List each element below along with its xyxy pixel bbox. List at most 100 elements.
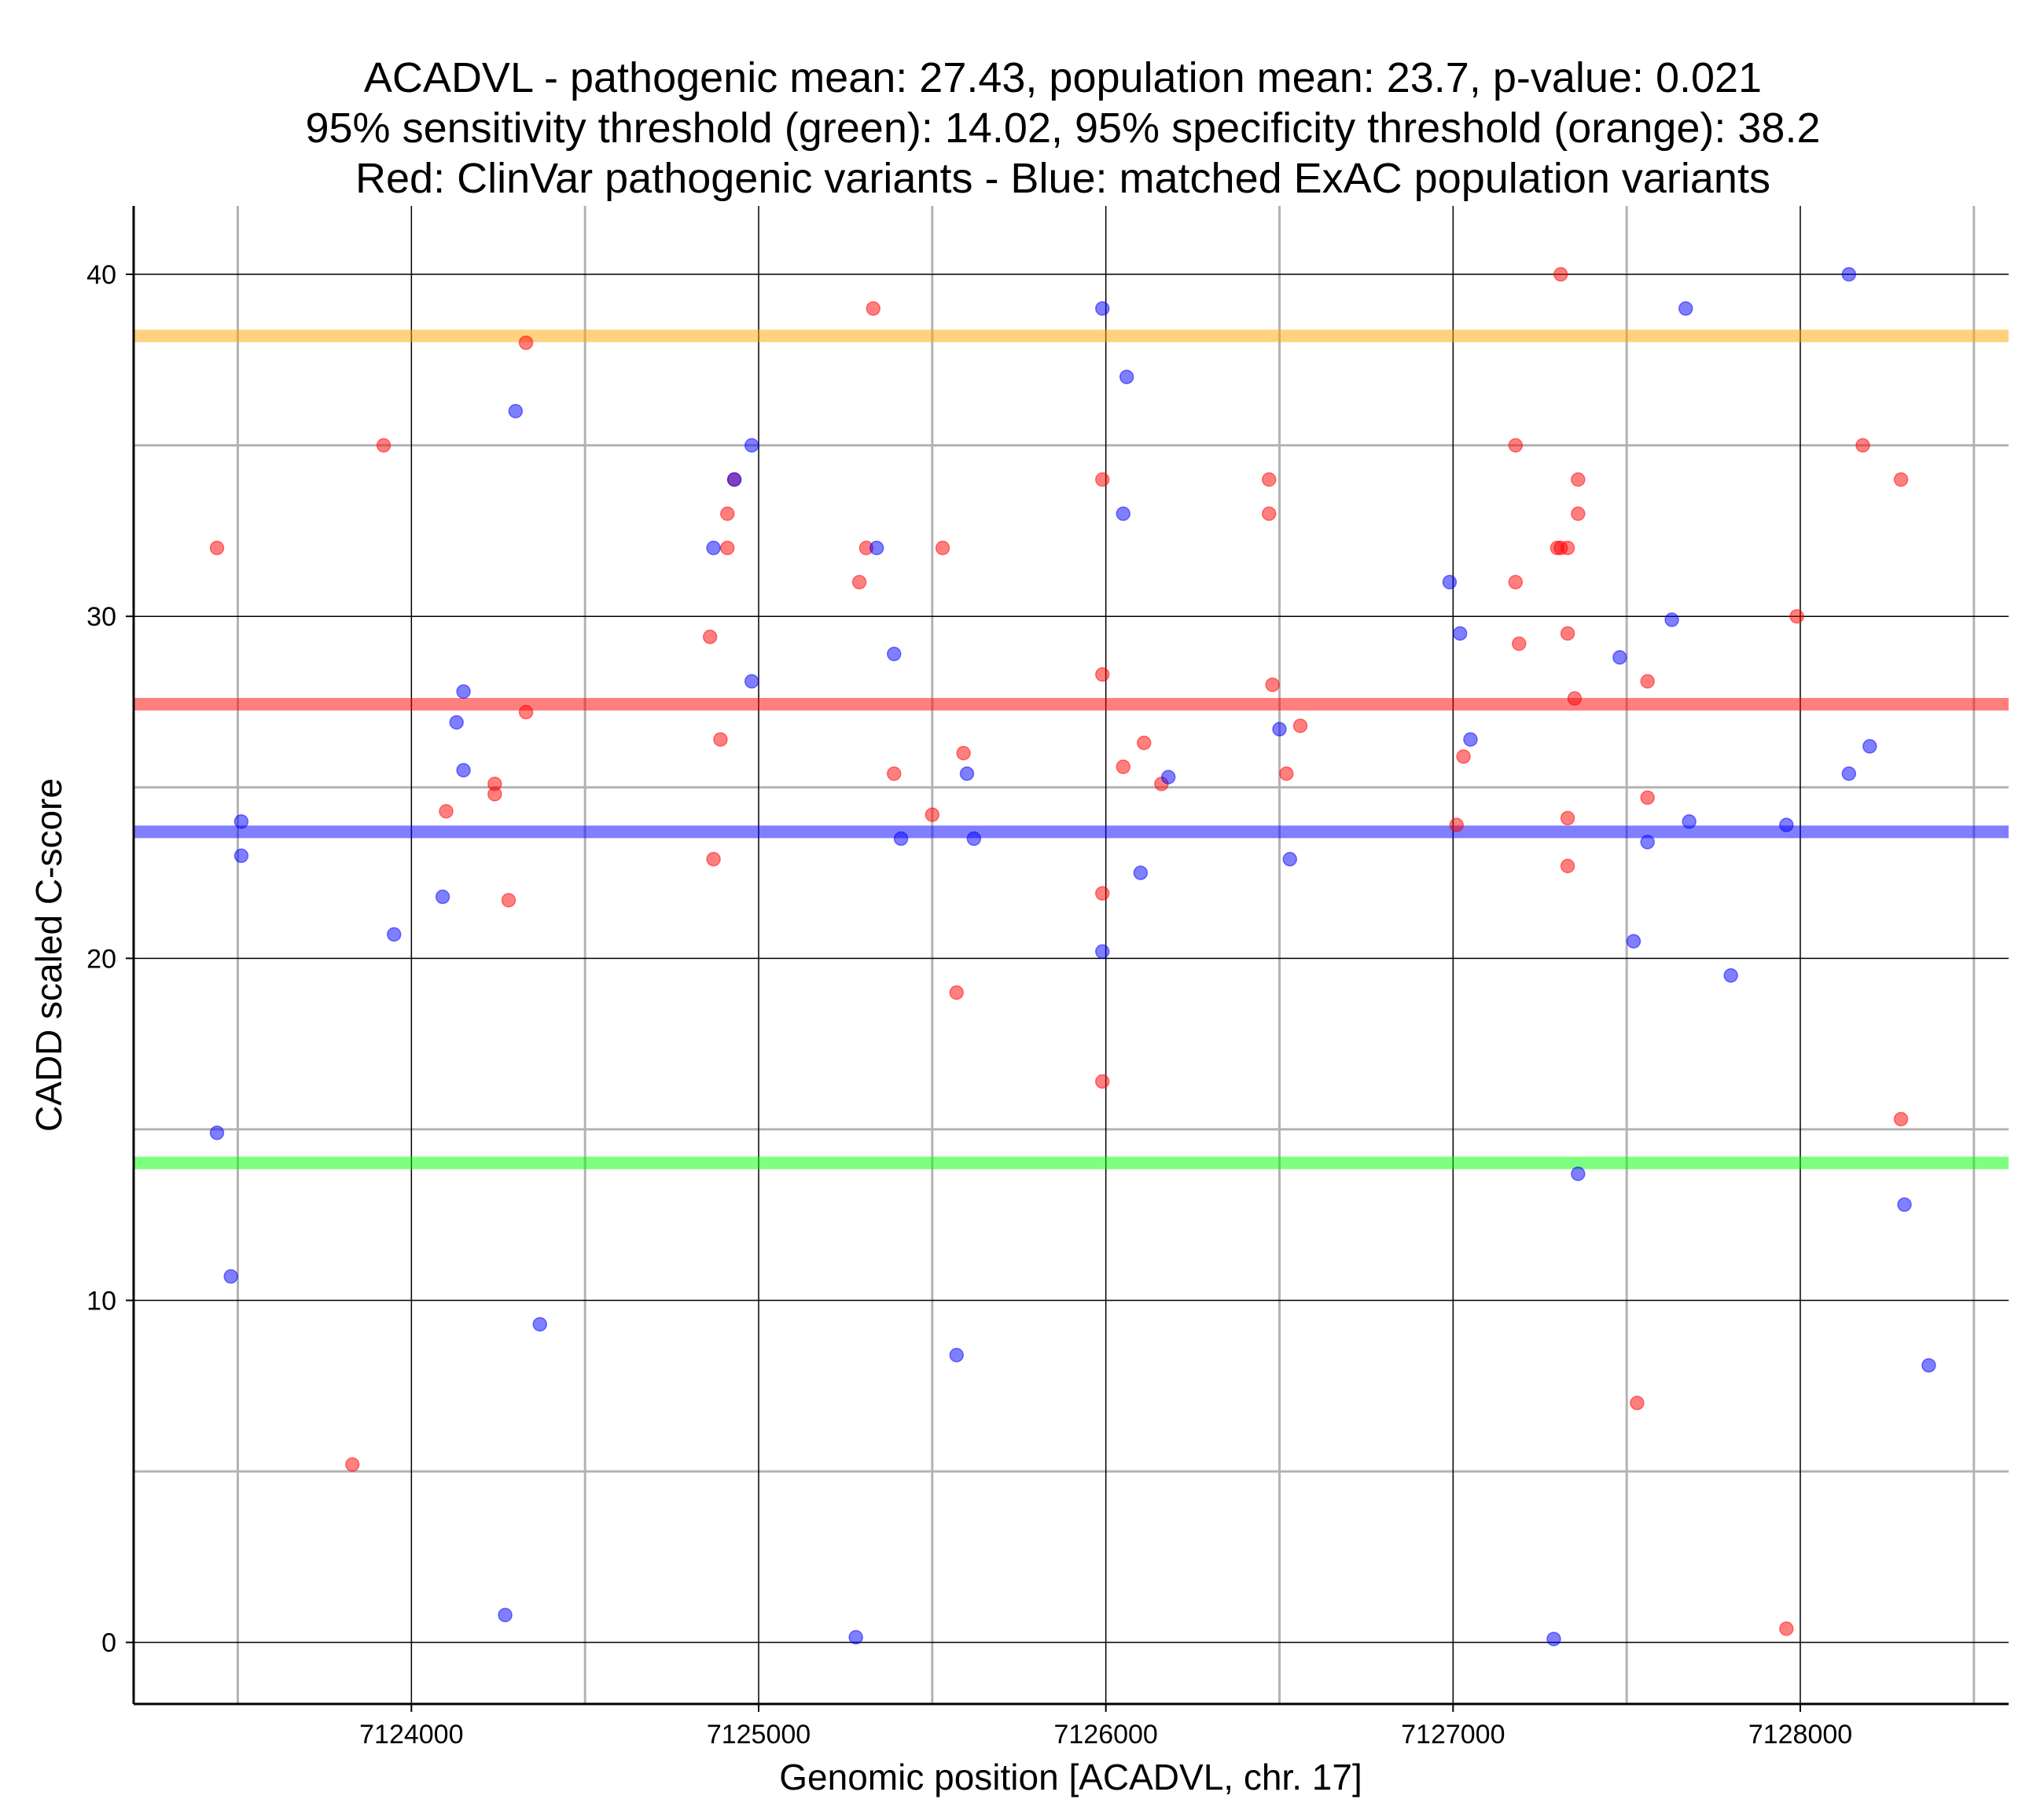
clinvar-pathogenic-point — [345, 1457, 360, 1472]
x-axis-label: Genomic position [ACADVL, chr. 17] — [779, 1757, 1362, 1797]
clinvar-pathogenic-point — [1262, 506, 1277, 521]
clinvar-pathogenic-point — [1789, 608, 1804, 624]
clinvar-pathogenic-point — [1095, 1074, 1110, 1089]
clinvar-pathogenic-point — [1567, 691, 1583, 706]
exac-population-point — [1160, 769, 1176, 784]
clinvar-pathogenic-point — [1560, 540, 1575, 556]
exac-population-point — [233, 848, 249, 864]
exac-population-point — [959, 766, 975, 781]
clinvar-pathogenic-point — [1560, 858, 1575, 874]
clinvar-pathogenic-point — [1855, 438, 1870, 453]
exac-population-point — [1612, 650, 1627, 665]
clinvar-pathogenic-point — [1893, 1111, 1909, 1127]
y-axis-label: CADD scaled C-score — [28, 778, 69, 1132]
exac-population-point — [456, 762, 471, 778]
exac-population-point — [1571, 1166, 1586, 1181]
exac-population-point — [1841, 266, 1857, 282]
clinvar-pathogenic-point — [1456, 749, 1471, 764]
clinvar-pathogenic-point — [487, 787, 502, 802]
exac-population-point — [1119, 369, 1134, 384]
title-line-3: Red: ClinVar pathogenic variants - Blue:… — [355, 155, 1770, 202]
exac-population-point — [893, 831, 909, 846]
clinvar-pathogenic-point — [1262, 472, 1277, 487]
clinvar-pathogenic-point — [1571, 472, 1586, 487]
clinvar-pathogenic-point — [702, 630, 718, 644]
clinvar-pathogenic-point — [518, 335, 534, 351]
exac-population-point — [1664, 612, 1679, 627]
exac-population-point — [1682, 814, 1697, 829]
clinvar-pathogenic-point — [1095, 886, 1110, 901]
x-tick-label: 7125000 — [707, 1720, 811, 1750]
exac-population-point — [887, 646, 902, 662]
clinvar-pathogenic-point — [1893, 472, 1909, 487]
exac-population-point — [1546, 1632, 1561, 1647]
exac-population-point — [1862, 739, 1877, 754]
clinvar-pathogenic-point — [501, 893, 517, 908]
clinvar-pathogenic-point — [1279, 766, 1294, 781]
major-gridlines — [134, 206, 2009, 1704]
y-axis-ticks: 0 10 20 30 40 — [86, 260, 134, 1658]
clinvar-pathogenic-point — [1560, 626, 1575, 641]
title-line-1: ACADVL - pathogenic mean: 27.43, populat… — [364, 54, 1762, 101]
exac-population-point — [1463, 732, 1478, 747]
clinvar-pathogenic-point — [925, 807, 940, 822]
exac-population-point — [435, 889, 450, 905]
clinvar-pathogenic-point — [1116, 759, 1130, 774]
exac-population-point — [744, 438, 759, 453]
exac-population-point — [456, 684, 471, 700]
exac-population-point — [949, 1347, 964, 1363]
exac-population-point — [1640, 835, 1655, 850]
y-tick-label: 20 — [86, 944, 116, 974]
clinvar-pathogenic-point — [956, 746, 971, 761]
clinvar-pathogenic-point — [720, 540, 735, 556]
clinvar-pathogenic-point — [851, 575, 867, 589]
exac-population-point — [1095, 944, 1110, 959]
exac-population-point — [387, 927, 402, 942]
title-line-2: 95% sensitivity threshold (green): 14.02… — [305, 105, 1820, 152]
axes — [132, 206, 2009, 1706]
clinvar-pathogenic-point — [439, 803, 454, 819]
exac-population-point — [209, 1125, 225, 1140]
clinvar-pathogenic-point — [1630, 1395, 1645, 1411]
exac-population-point — [848, 1629, 863, 1645]
threshold-lines — [134, 329, 2009, 1170]
exac-population-point — [1133, 865, 1149, 880]
clinvar-pathogenic-point — [887, 766, 902, 781]
x-tick-label: 7127000 — [1401, 1720, 1505, 1750]
exac-population-point — [1442, 575, 1458, 589]
exac-population-point — [869, 540, 884, 556]
clinvar-pathogenic-point — [706, 851, 721, 867]
clinvar-pathogenic-point — [1449, 817, 1464, 832]
clinvar-pathogenic-point — [1508, 575, 1524, 589]
minor-gridlines — [134, 206, 2009, 1704]
clinvar-pathogenic-point — [1640, 674, 1655, 689]
exac-population-point — [223, 1269, 238, 1284]
clinvar-pathogenic-point — [1095, 472, 1110, 487]
exac-population-point — [1678, 301, 1693, 316]
exac-population-point — [1723, 968, 1738, 983]
data-points — [209, 266, 1936, 1647]
y-tick-label: 30 — [86, 602, 116, 632]
exac-population-point — [1282, 851, 1297, 867]
clinvar-pathogenic-point — [518, 704, 534, 720]
exac-population-point — [532, 1316, 547, 1332]
exac-population-point — [1921, 1357, 1936, 1373]
clinvar-pathogenic-point — [1553, 266, 1568, 282]
clinvar-pathogenic-point — [1137, 735, 1152, 751]
clinvar-pathogenic-point — [1265, 677, 1280, 692]
x-tick-label: 7128000 — [1748, 1720, 1852, 1750]
x-tick-label: 7124000 — [359, 1720, 463, 1750]
x-tick-label: 7126000 — [1053, 1720, 1157, 1750]
clinvar-pathogenic-point — [209, 540, 225, 556]
exac-population-point — [706, 540, 721, 556]
clinvar-pathogenic-point — [935, 540, 950, 556]
clinvar-pathogenic-point — [949, 985, 964, 1001]
exac-population-point — [1452, 626, 1468, 641]
clinvar-pathogenic-point — [1640, 790, 1655, 806]
clinvar-pathogenic-point — [720, 506, 735, 521]
exac-population-point — [966, 831, 982, 846]
exac-population-point — [508, 403, 524, 419]
chart-title: ACADVL - pathogenic mean: 27.43, populat… — [305, 54, 1820, 202]
clinvar-pathogenic-point — [376, 438, 392, 453]
